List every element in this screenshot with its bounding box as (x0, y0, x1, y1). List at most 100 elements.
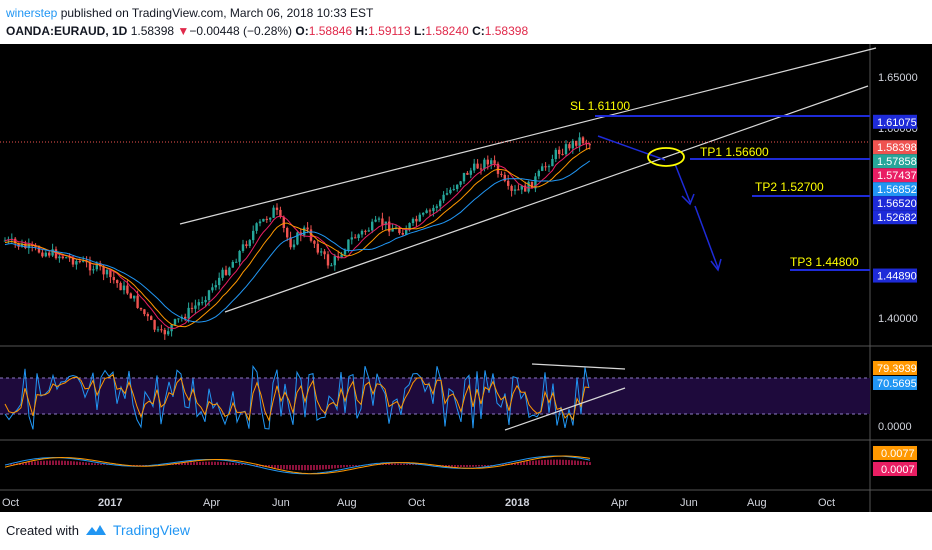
candle-body (306, 227, 309, 230)
candle-body (534, 176, 537, 189)
price-tick: 1.65000 (878, 72, 918, 84)
candle-body (554, 149, 557, 159)
candle-body (466, 172, 469, 175)
low-label: L: (414, 24, 426, 38)
candle-body (228, 267, 231, 275)
author-link[interactable]: winerstep (6, 6, 58, 20)
moving-average-line (4, 160, 591, 323)
candle-body (558, 149, 561, 155)
price-label-bg (873, 168, 917, 183)
candle-body (340, 254, 343, 258)
candle-body (507, 180, 510, 186)
candle-body (401, 233, 404, 235)
high-value: 1.59113 (368, 24, 411, 38)
candle-body (469, 170, 472, 175)
candle-body (520, 185, 523, 190)
arrow-segment-2 (674, 163, 691, 203)
stoch-d-value-bg (873, 361, 917, 375)
candle-body (105, 269, 109, 275)
candle-body (146, 314, 149, 317)
time-tick: 2018 (505, 497, 529, 509)
candle-body (221, 269, 224, 278)
projection-arrows (597, 135, 722, 272)
candle-body (343, 250, 347, 255)
candle-body (493, 160, 496, 164)
candle-body (136, 295, 139, 308)
low-value: 1.58240 (425, 24, 469, 38)
stoch-trend-upper (531, 363, 626, 370)
candle-body (167, 331, 170, 335)
candle-body (197, 302, 200, 306)
candle-body (418, 214, 421, 222)
candle-body (541, 166, 544, 171)
last-price: 1.58398 (130, 24, 175, 38)
candle-body (92, 269, 95, 271)
candle-body (177, 318, 180, 320)
candle-body (537, 170, 540, 177)
candle-body (207, 290, 211, 301)
stoch-k-value: 70.5695 (877, 378, 917, 390)
candle-body (377, 218, 381, 220)
candle-body (211, 287, 214, 291)
time-tick: Jun (272, 497, 290, 509)
candle-body (88, 262, 92, 271)
candle-body (575, 140, 578, 146)
price-labels: 1.61075 1.58398 1.57858 1.57437 1.56852 1.565… (873, 114, 917, 283)
candle-body (160, 329, 163, 331)
created-with-label: Created with (6, 522, 79, 538)
time-tick: Oct (818, 497, 835, 509)
candle-body (405, 229, 408, 235)
stoch-d-value: 79.3939 (877, 363, 917, 375)
price-label: 1.57858 (877, 156, 917, 168)
candle-body (269, 217, 272, 220)
chart-canvas[interactable]: SL 1.61100 TP1 1.56600 TP2 1.52700 TP3 1… (0, 44, 932, 512)
candle-body (109, 269, 112, 278)
close-label: C: (472, 24, 485, 38)
candle-body (391, 229, 394, 232)
candle-body (452, 188, 455, 190)
candle-body (116, 280, 119, 284)
candle-body (78, 261, 81, 263)
tradingview-brand-link[interactable]: TradingView (112, 522, 191, 538)
candle-body (241, 244, 245, 251)
down-arrow-icon: ▼ (177, 24, 190, 38)
high-label: H: (355, 24, 369, 38)
macd-value-bg (873, 446, 917, 460)
candle-body (14, 238, 17, 244)
candle-body (201, 302, 204, 304)
candle-body (255, 223, 258, 231)
time-tick: Jun (680, 497, 698, 509)
candle-body (37, 247, 41, 253)
macd-value: 0.0077 (881, 448, 915, 460)
arrow-head-2 (681, 193, 695, 206)
candle-body (245, 244, 248, 246)
candle-body (85, 260, 88, 263)
stochastic-pane: 0.0000 79.3939 70.5695 (0, 361, 917, 433)
time-tick: Apr (611, 497, 628, 509)
candle-body (48, 252, 51, 256)
time-tick: Oct (408, 497, 425, 509)
candle-body (439, 200, 442, 207)
time-tick: 2017 (98, 497, 122, 509)
candle-body (425, 210, 428, 213)
candle-body (513, 189, 517, 191)
candle-body (235, 261, 238, 263)
candle-body (190, 307, 194, 309)
candle-body (112, 277, 115, 281)
candle-body (517, 189, 520, 191)
moving-averages (4, 142, 591, 330)
candle-body (309, 229, 313, 241)
candle-body (316, 243, 319, 253)
candle-body (82, 260, 85, 262)
candle-body (129, 293, 132, 299)
candle-body (581, 137, 585, 144)
candle-body (173, 319, 177, 325)
time-tick: Oct (2, 497, 19, 509)
candle-body (41, 252, 44, 257)
candle-body (275, 207, 279, 210)
candle-body (139, 307, 143, 310)
candle-body (282, 216, 285, 228)
price-label-bg (873, 196, 917, 211)
candle-body (156, 329, 160, 331)
candle-body (187, 307, 190, 319)
